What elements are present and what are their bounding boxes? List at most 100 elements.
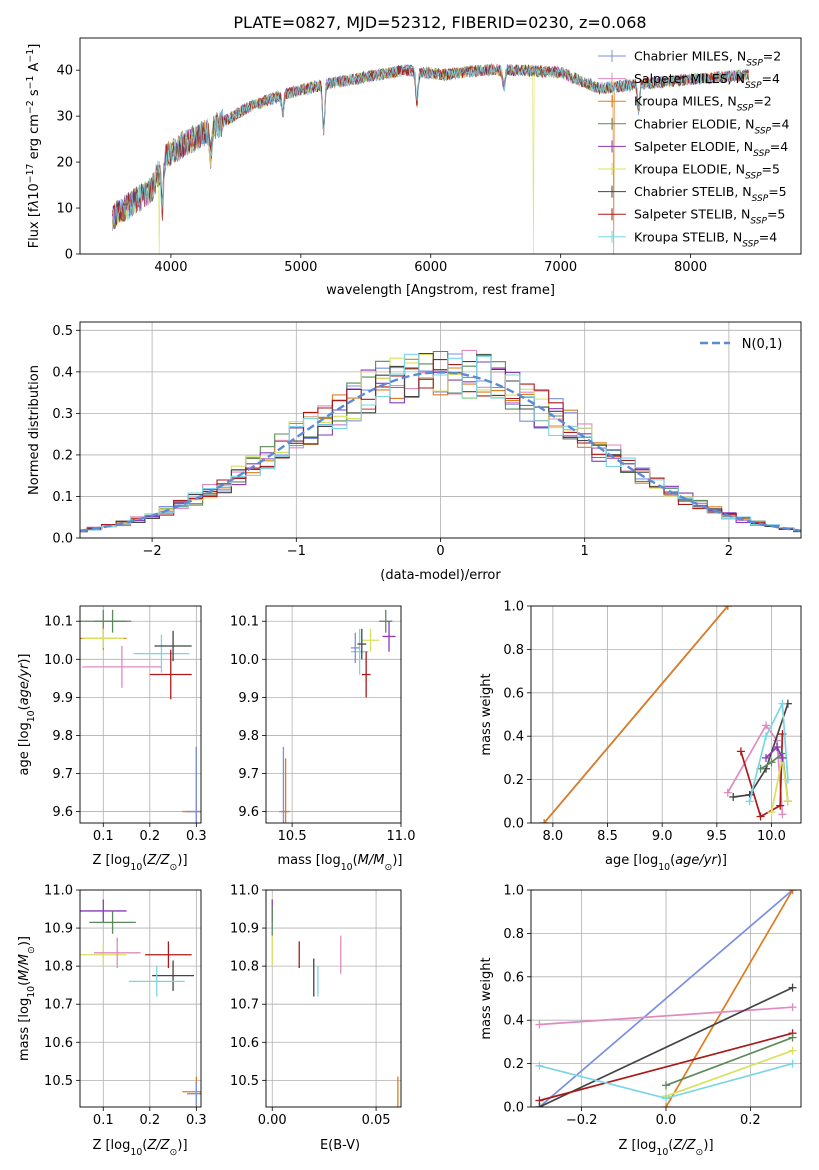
x-tick-label: −2 [143, 544, 162, 559]
figure-title: PLATE=0827, MJD=52312, FIBERID=0230, z=0… [233, 13, 646, 32]
x-tick-label: 0.00 [258, 1113, 287, 1128]
y-tick-label: 10.1 [44, 615, 73, 630]
x-tick-label: −0.2 [566, 1113, 598, 1128]
y-tick-label: 0.4 [52, 365, 73, 380]
x-tick-label: 0.2 [139, 829, 160, 844]
plot-area [80, 606, 201, 823]
y-tick-label: 9.9 [238, 691, 259, 706]
x-tick-label: 0.3 [186, 1113, 207, 1128]
series-line [740, 733, 784, 818]
x-tick-label: 10.0 [757, 829, 786, 844]
x-tick-label: 4000 [154, 260, 187, 275]
axes-frame [265, 889, 402, 1108]
x-tick-label: −1 [287, 544, 306, 559]
chart-mass_vs_EBV: 0.00 0.05 10.5 10.6 10.7 10.8 10.9 11.0 [230, 884, 402, 1128]
plot-area [531, 606, 801, 823]
series-line [539, 1006, 793, 1026]
x-tick-label: 11.0 [387, 829, 416, 844]
series-line [665, 1049, 793, 1097]
y-tick-label: 30 [56, 110, 73, 125]
y-tick-label: 0.2 [52, 448, 73, 463]
axes-frame [79, 37, 802, 255]
y-tick-label: 10.7 [44, 998, 73, 1013]
chart-residuals: −2 −1 0 1 2 0.0 0.1 0.2 0.3 0.4 0.5 [52, 321, 802, 559]
y-tick-label: 0 [65, 248, 73, 263]
axes-frame [79, 889, 202, 1108]
legend-label: N(0,1) [742, 337, 783, 352]
y-axis-label: age [log10(age/yr)] [17, 653, 37, 775]
plot-area [80, 322, 801, 538]
y-tick-label: 10.9 [44, 922, 73, 937]
plot-area [531, 890, 801, 1107]
plot-area [266, 890, 401, 1107]
y-tick-label: 9.7 [238, 767, 259, 782]
y-tick-label: 0.8 [503, 927, 524, 942]
y-tick-label: 10.7 [230, 998, 259, 1013]
y-tick-label: 11.0 [44, 884, 73, 899]
x-tick-label: 9.5 [706, 829, 727, 844]
y-tick-label: 10.5 [230, 1074, 259, 1089]
x-axis-label: mass [log10(M/M⊙)] [278, 853, 403, 873]
plot-area [112, 62, 749, 254]
y-tick-label: 10.8 [44, 960, 73, 975]
spectrum-line [112, 64, 749, 230]
y-tick-label: 9.6 [52, 805, 73, 820]
y-tick-label: 10.6 [230, 1036, 259, 1051]
y-tick-label: 0.5 [52, 324, 73, 339]
y-tick-label: 0.0 [52, 532, 73, 547]
x-tick-label: 0.0 [656, 1113, 677, 1128]
y-tick-label: 11.0 [230, 884, 259, 899]
legend-label: Chabrier ELODIE, NSSP=4 [634, 116, 789, 136]
series-line [733, 703, 789, 798]
legend-label: Salpeter ELODIE, NSSP=4 [634, 139, 788, 159]
series-line [539, 986, 793, 1107]
y-tick-label: 0.6 [503, 686, 524, 701]
legend-label: Salpeter MILES, NSSP=4 [634, 71, 780, 91]
y-axis-label: mass weight [479, 957, 494, 1039]
y-tick-label: 10.6 [44, 1036, 73, 1051]
histogram-step [80, 359, 801, 532]
chart-mass_vs_Z: 0.1 0.2 0.3 10.5 10.6 10.7 10.8 10.9 11.0 [44, 884, 207, 1129]
legend-label: Kroupa MILES, NSSP=2 [634, 94, 772, 114]
x-tick-label: 0.05 [362, 1113, 391, 1128]
x-tick-label: 9.0 [652, 829, 673, 844]
x-axis-label: (data-model)/error [380, 568, 501, 583]
y-tick-label: 10.1 [230, 615, 259, 630]
y-axis-label: mass [log10(M/M⊙)] [17, 936, 37, 1061]
x-tick-label: 0.2 [139, 1113, 160, 1128]
y-tick-label: 10.0 [44, 653, 73, 668]
histogram-step [80, 358, 801, 533]
y-tick-label: 1.0 [503, 884, 524, 899]
y-tick-label: 10.9 [230, 922, 259, 937]
x-axis-label: Z [log10(Z/Z⊙)] [92, 1138, 187, 1158]
y-tick-label: 1.0 [503, 600, 524, 615]
series-line [665, 1036, 793, 1087]
y-tick-label: 20 [56, 156, 73, 171]
y-tick-label: 0.0 [503, 817, 524, 832]
y-tick-label: 0.6 [503, 970, 524, 985]
x-tick-label: 2 [725, 544, 733, 559]
x-tick-label: 0.2 [740, 1113, 761, 1128]
x-tick-label: 1 [581, 544, 589, 559]
histogram-step [80, 350, 801, 533]
series-line [539, 1032, 793, 1102]
plot-area [80, 890, 201, 1107]
y-tick-label: 0.8 [503, 643, 524, 658]
y-tick-label: 0.2 [503, 773, 524, 788]
x-axis-label: wavelength [Angstrom, rest frame] [326, 283, 555, 298]
y-tick-label: 10.5 [44, 1074, 73, 1089]
plot-area [266, 606, 401, 823]
x-tick-label: 5000 [284, 260, 317, 275]
axes-frame [265, 605, 402, 824]
series-line [543, 606, 729, 823]
y-tick-label: 40 [56, 64, 73, 79]
x-tick-label: 7000 [544, 260, 577, 275]
series-line [538, 890, 794, 1107]
plot-layer: 4000 5000 6000 7000 8000010203040wavelength … [17, 37, 802, 1158]
legend-label: Salpeter STELIB, NSSP=5 [634, 207, 785, 227]
axes-frame [530, 605, 802, 824]
y-tick-label: 0.2 [503, 1057, 524, 1072]
x-tick-label: 8000 [674, 260, 707, 275]
